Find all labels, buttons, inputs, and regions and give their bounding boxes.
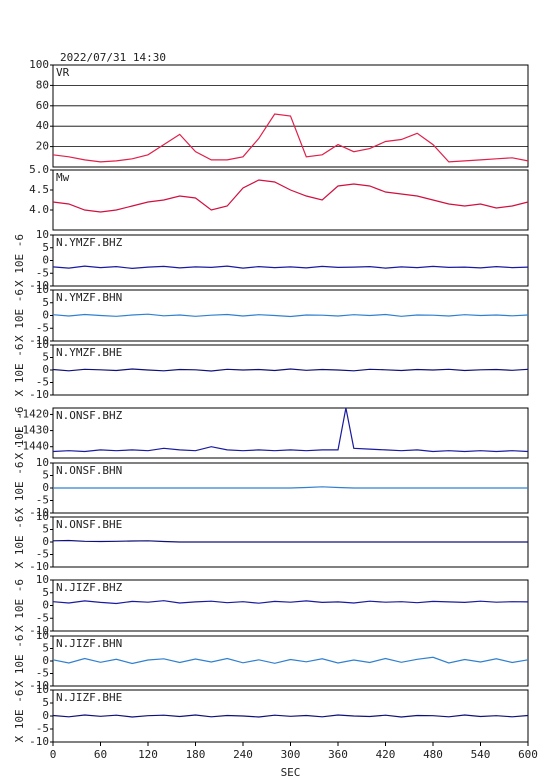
- y-tick-label: -5: [36, 376, 49, 389]
- y-tick-label: 10: [36, 629, 49, 642]
- series-label: N.ONSF.BHE: [56, 518, 122, 531]
- y-tick-label: 40: [36, 119, 49, 132]
- y-tick-label: -10: [29, 624, 49, 637]
- y-tick-label: 5: [42, 696, 49, 709]
- series-line: [52, 113, 529, 163]
- series-line: [52, 368, 529, 372]
- x-tick-label: 480: [423, 748, 443, 761]
- y-tick-label: 10: [36, 456, 49, 469]
- series-label: Mw: [56, 171, 70, 184]
- y-tick-label: -1430: [16, 424, 49, 437]
- x-tick-label: 180: [186, 748, 206, 761]
- y-axis-label: X 10E -6: [13, 579, 26, 632]
- y-axis-label: X 10E -6: [13, 344, 26, 397]
- y-tick-label: 10: [36, 683, 49, 696]
- x-tick-label: 600: [518, 748, 538, 761]
- y-tick-label: -10: [29, 679, 49, 692]
- series-line: [52, 179, 529, 213]
- series-line: [52, 539, 528, 543]
- x-tick-label: 240: [233, 748, 253, 761]
- x-tick-label: 360: [328, 748, 348, 761]
- series-line: [52, 656, 529, 665]
- series-label: N.JIZF.BHZ: [56, 581, 123, 594]
- y-tick-label: -10: [29, 334, 49, 347]
- y-tick-label: 100: [29, 58, 49, 71]
- series-line: [52, 265, 529, 270]
- y-tick-label: -10: [29, 735, 49, 748]
- series-label: N.ONSF.BHN: [56, 464, 122, 477]
- y-tick-label: -5: [36, 494, 49, 507]
- x-tick-label: 60: [94, 748, 107, 761]
- y-axis-label: X 10E -6: [13, 234, 26, 287]
- series-label: N.JIZF.BHE: [56, 691, 122, 704]
- y-tick-label: 10: [36, 283, 49, 296]
- y-tick-label: 0: [42, 654, 49, 667]
- y-axis-label: X 10E -6: [13, 690, 26, 743]
- y-tick-label: 4.0: [29, 203, 49, 216]
- y-tick-label: 10: [36, 573, 49, 586]
- y-tick-label: -1420: [16, 407, 49, 420]
- y-tick-label: 5: [42, 351, 49, 364]
- y-tick-label: -10: [29, 279, 49, 292]
- y-axis-label: X 10E -6: [13, 289, 26, 342]
- y-tick-label: 80: [36, 78, 49, 91]
- y-tick-label: 10: [36, 510, 49, 523]
- chart-title: 2022/07/31 14:30: [60, 51, 166, 64]
- y-tick-label: -5: [36, 548, 49, 561]
- y-tick-label: 0: [42, 709, 49, 722]
- y-tick-label: 10: [36, 228, 49, 241]
- panel-frame: [52, 169, 529, 231]
- series-label: N.YMZF.BHZ: [56, 236, 123, 249]
- series-line: [52, 714, 529, 718]
- y-tick-label: -5: [36, 722, 49, 735]
- x-tick-label: 420: [376, 748, 396, 761]
- y-tick-label: -5: [36, 266, 49, 279]
- series-label: N.JIZF.BHN: [56, 637, 122, 650]
- panel-frame: [52, 407, 529, 459]
- x-tick-label: 540: [471, 748, 491, 761]
- y-tick-label: 0: [42, 254, 49, 267]
- x-tick-label: 120: [138, 748, 158, 761]
- y-tick-label: -5: [36, 611, 49, 624]
- series-line: [52, 313, 529, 318]
- series-label: N.YMZF.BHE: [56, 346, 122, 359]
- y-tick-label: -10: [29, 560, 49, 573]
- y-tick-label: 5: [42, 296, 49, 309]
- y-tick-label: 20: [36, 140, 49, 153]
- y-tick-label: 5: [42, 523, 49, 536]
- series-line: [52, 600, 529, 605]
- series-label: VR: [56, 66, 70, 79]
- y-tick-label: -10: [29, 506, 49, 519]
- y-axis-label: X 10E -6: [13, 635, 26, 688]
- x-tick-label: 0: [50, 748, 57, 761]
- y-tick-label: 5: [42, 241, 49, 254]
- y-tick-label: 60: [36, 99, 49, 112]
- y-tick-label: -1440: [16, 440, 49, 453]
- y-tick-label: -5: [36, 321, 49, 334]
- y-axis-label: X 10E -6: [13, 407, 26, 460]
- series-label: N.YMZF.BHN: [56, 291, 122, 304]
- y-tick-label: -10: [29, 388, 49, 401]
- y-tick-label: 5: [42, 586, 49, 599]
- series-label: N.ONSF.BHZ: [56, 409, 123, 422]
- x-axis-label: SEC: [281, 766, 301, 779]
- y-tick-label: 5: [42, 642, 49, 655]
- y-tick-label: 0: [42, 309, 49, 322]
- y-tick-label: 0: [42, 599, 49, 612]
- series-line: [52, 407, 529, 453]
- y-tick-label: 10: [36, 338, 49, 351]
- y-tick-label: 0: [42, 535, 49, 548]
- y-tick-label: 4.5: [29, 183, 49, 196]
- y-tick-label: -5: [36, 667, 49, 680]
- y-tick-label: 5: [42, 469, 49, 482]
- x-tick-label: 300: [281, 748, 301, 761]
- series-line: [53, 486, 528, 489]
- y-tick-label: 0: [42, 363, 49, 376]
- y-axis-label: X 10E -6: [13, 462, 26, 515]
- y-tick-label: 0: [42, 481, 49, 494]
- y-axis-label: X 10E -6: [13, 516, 26, 569]
- y-tick-label: 5.0: [29, 163, 49, 176]
